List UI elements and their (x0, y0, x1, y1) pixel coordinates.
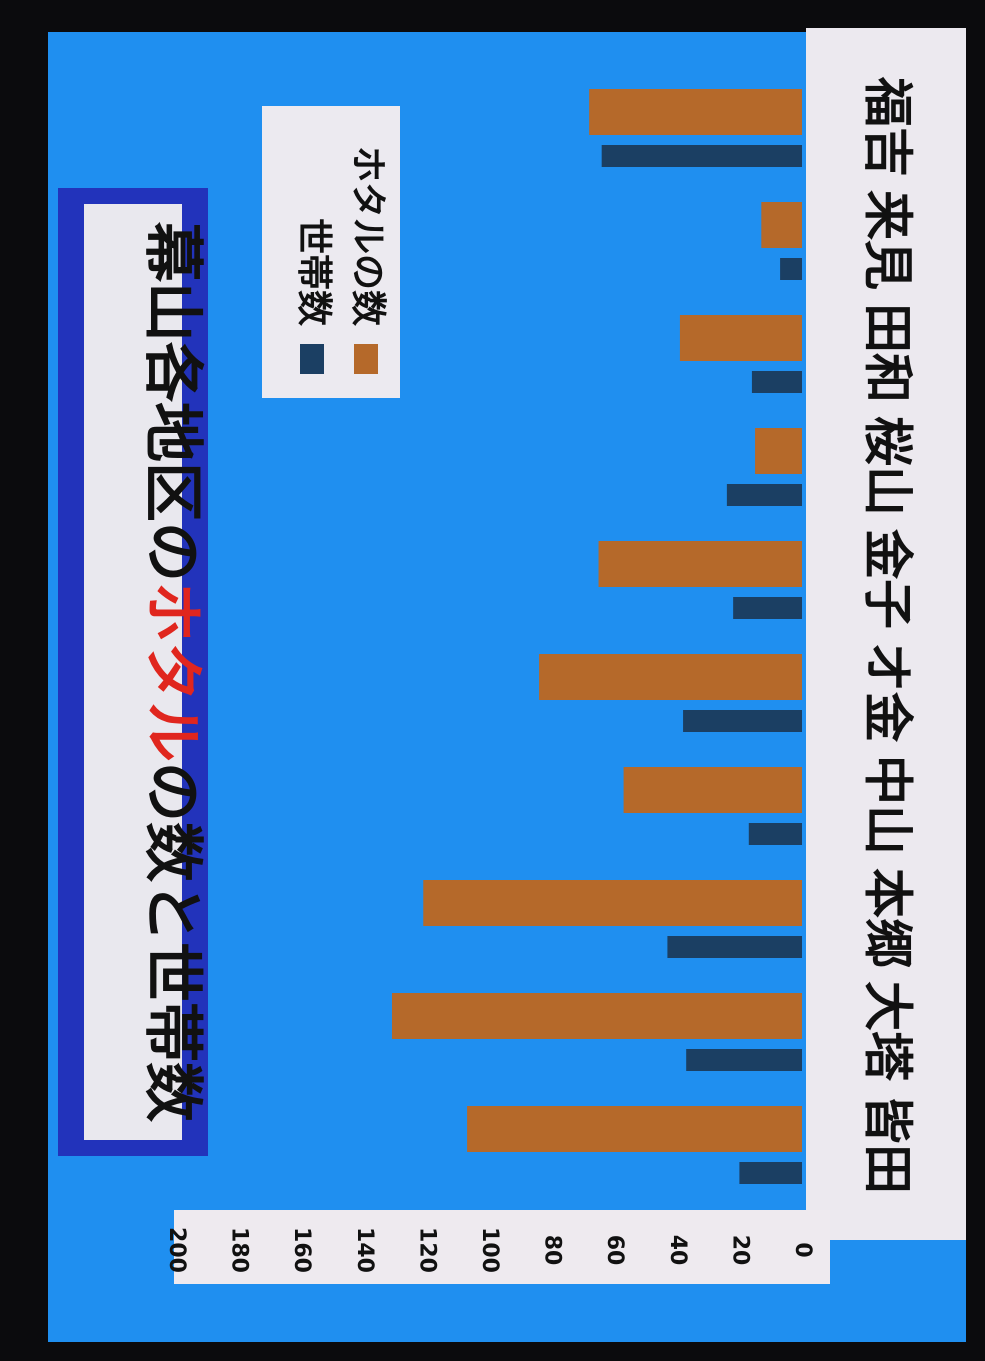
bar-households-3 (667, 936, 802, 958)
bar-households-1 (739, 1162, 802, 1184)
category-label-5: オ金 (859, 642, 917, 743)
bar-fireflies-8 (679, 315, 802, 361)
y-tick-7: 140 (352, 1227, 377, 1273)
bar-fireflies-6 (598, 541, 802, 587)
y-tick-3: 60 (602, 1235, 627, 1266)
y-tick-10: 200 (164, 1227, 189, 1273)
y-tick-5: 100 (477, 1227, 502, 1273)
y-tick-8: 160 (289, 1227, 314, 1273)
category-label-7: 桜山 (859, 416, 917, 516)
bar-households-9 (780, 258, 802, 280)
axis-strip (174, 1210, 830, 1284)
title-text-highlight: ホタル (137, 582, 207, 762)
y-tick-4: 80 (540, 1235, 565, 1266)
bar-fireflies-3 (423, 880, 802, 926)
category-label-1: 皆田 (859, 1094, 917, 1194)
category-label-10: 福吉 (859, 76, 917, 177)
bar-households-7 (726, 484, 802, 506)
y-tick-1: 20 (727, 1235, 752, 1266)
title-text-before: 幕山各地区の (137, 221, 207, 582)
bar-fireflies-4 (623, 767, 802, 813)
legend-swatch-1 (300, 344, 324, 374)
legend-label-1: 世帯数 (293, 218, 334, 326)
category-label-6: 金子 (859, 529, 917, 629)
y-axis-ticks: 0 20 40 60 80 100 120 140 160 180 200 (164, 1227, 815, 1273)
y-tick-6: 120 (414, 1227, 439, 1273)
bar-households-6 (733, 597, 802, 619)
bar-households-4 (748, 823, 802, 845)
bar-fireflies-5 (539, 654, 802, 700)
bar-households-10 (601, 145, 802, 167)
bar-households-2 (686, 1049, 802, 1071)
bar-fireflies-1 (467, 1106, 802, 1152)
y-tick-2: 40 (665, 1235, 690, 1266)
y-tick-0: 0 (790, 1242, 815, 1257)
legend: 世帯数 ホタルの数 (293, 146, 388, 374)
legend-label-2: ホタルの数 (347, 146, 388, 326)
category-strip (806, 28, 966, 1240)
bar-fireflies-9 (761, 202, 802, 248)
category-label-9: 来見 (859, 190, 917, 290)
category-label-3: 本郷 (859, 868, 917, 968)
bars-group (391, 89, 802, 1184)
legend-swatch-2 (354, 344, 378, 374)
title-panel (84, 204, 182, 1140)
chart-title: 幕山各地区のホタルの数と世帯数 (137, 221, 207, 1122)
bar-households-5 (683, 710, 802, 732)
y-tick-9: 180 (227, 1227, 252, 1273)
category-label-4: 中山 (859, 755, 917, 855)
bar-fireflies-2 (391, 993, 802, 1039)
title-text-after: の数と世帯数 (137, 762, 207, 1122)
bar-fireflies-7 (755, 428, 802, 474)
category-labels: 皆田 大塔 本郷 中山 オ金 金子 桜山 田和 来見 福吉 (859, 76, 917, 1194)
bar-households-8 (751, 371, 802, 393)
category-label-2: 大塔 (859, 981, 917, 1082)
bar-fireflies-10 (589, 89, 802, 135)
category-label-8: 田和 (859, 303, 917, 403)
